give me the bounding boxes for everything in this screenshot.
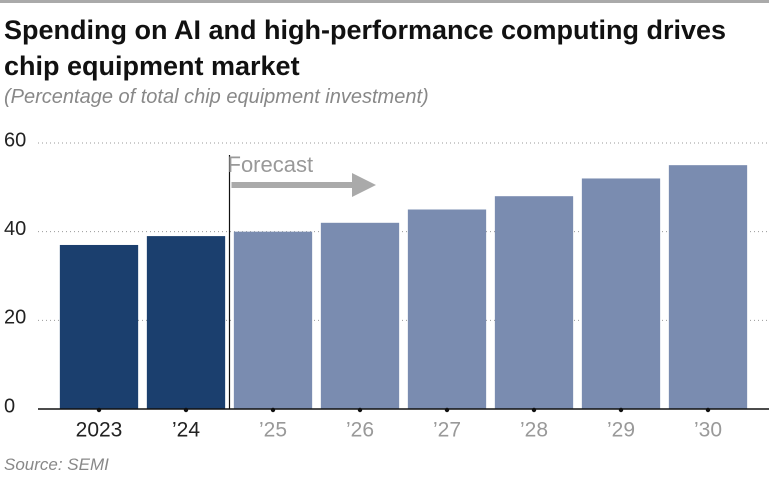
chart-subtitle: (Percentage of total chip equipment inve… bbox=[4, 86, 429, 108]
top-rule bbox=[0, 0, 769, 3]
x-tick-label: ’29 bbox=[607, 419, 635, 442]
x-tick-label: ’24 bbox=[172, 419, 200, 442]
bar bbox=[668, 165, 748, 409]
bar bbox=[146, 236, 226, 409]
x-tick-dot bbox=[270, 407, 276, 413]
y-tick-label: 0 bbox=[4, 395, 15, 417]
x-tick-label: ’30 bbox=[694, 419, 722, 442]
forecast-label: Forecast bbox=[228, 152, 314, 177]
bar bbox=[320, 222, 400, 409]
x-tick-dot bbox=[531, 407, 537, 413]
x-tick-dot bbox=[357, 407, 363, 413]
x-tick-dot bbox=[705, 407, 711, 413]
y-tick-label: 60 bbox=[4, 129, 26, 151]
source-note: Source: SEMI bbox=[4, 455, 109, 474]
chart-title: Spending on AI and high-performance comp… bbox=[4, 15, 727, 81]
x-tick-dot bbox=[444, 407, 450, 413]
bar bbox=[59, 244, 139, 409]
y-tick-label: 20 bbox=[4, 307, 26, 329]
x-tick-dot bbox=[183, 407, 189, 413]
x-tick-label: ’26 bbox=[346, 419, 374, 442]
x-tick-label: ’25 bbox=[259, 419, 287, 442]
bar bbox=[407, 209, 487, 409]
bar bbox=[581, 178, 661, 409]
x-tick-label: ’27 bbox=[433, 419, 461, 442]
bar bbox=[233, 231, 313, 409]
y-tick-label: 40 bbox=[4, 218, 26, 240]
x-tick-label: ’28 bbox=[520, 419, 548, 442]
bar bbox=[494, 196, 574, 409]
x-tick-dot bbox=[96, 407, 102, 413]
x-tick-dot bbox=[618, 407, 624, 413]
x-tick-label: 2023 bbox=[76, 419, 123, 442]
